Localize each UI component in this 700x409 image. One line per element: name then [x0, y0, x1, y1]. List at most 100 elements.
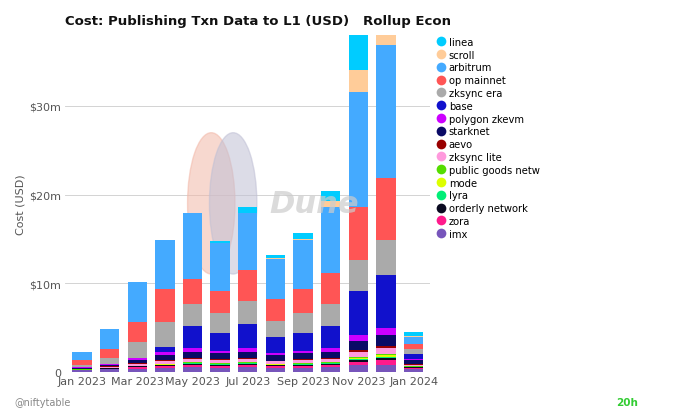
Bar [238, 213, 258, 271]
Bar [293, 360, 313, 363]
Bar [100, 365, 119, 366]
Bar [211, 353, 230, 359]
Bar [72, 368, 92, 369]
Bar [127, 364, 147, 366]
Bar [293, 351, 313, 353]
Bar [238, 302, 258, 324]
Bar [349, 358, 368, 359]
Bar [238, 352, 258, 358]
Bar [211, 359, 230, 360]
Bar [293, 234, 313, 239]
Bar [321, 358, 340, 359]
Bar [155, 353, 174, 355]
Bar [377, 276, 395, 328]
Bar [238, 367, 258, 372]
Bar [211, 242, 230, 243]
Bar [155, 362, 174, 364]
Bar [72, 371, 92, 372]
Bar [293, 364, 313, 365]
Bar [349, 341, 368, 351]
Bar [155, 365, 174, 366]
Bar [211, 366, 230, 368]
Bar [266, 337, 285, 353]
Bar [349, 359, 368, 360]
Bar [377, 335, 395, 346]
Bar [72, 370, 92, 371]
Bar [349, 360, 368, 362]
Bar [238, 363, 258, 364]
Bar [183, 326, 202, 348]
Bar [183, 358, 202, 359]
Bar [211, 292, 230, 314]
Bar [293, 333, 313, 351]
Bar [127, 360, 147, 363]
Bar [377, 357, 395, 358]
Text: Dune: Dune [270, 189, 359, 218]
Bar [349, 207, 368, 261]
Bar [404, 364, 424, 365]
Bar [293, 353, 313, 359]
Bar [183, 359, 202, 362]
Bar [100, 358, 119, 364]
Bar [404, 367, 424, 368]
Bar [155, 364, 174, 365]
Bar [349, 357, 368, 358]
Ellipse shape [188, 133, 235, 274]
Bar [183, 364, 202, 365]
Bar [183, 367, 202, 372]
Bar [127, 366, 147, 367]
Bar [155, 289, 174, 323]
Bar [155, 360, 174, 362]
Bar [211, 314, 230, 333]
Bar [404, 359, 424, 360]
Legend: linea, scroll, arbitrum, op mainnet, zksync era, base, polygon zkevm, starknet, : linea, scroll, arbitrum, op mainnet, zks… [439, 38, 540, 239]
Bar [321, 359, 340, 362]
Bar [349, 292, 368, 336]
Bar [377, 358, 395, 360]
Bar [127, 363, 147, 364]
Bar [238, 207, 258, 213]
Bar [266, 366, 285, 368]
Bar [266, 259, 285, 299]
Bar [238, 271, 258, 302]
Bar [377, 355, 395, 357]
Bar [349, 71, 368, 93]
Bar [183, 352, 202, 358]
Bar [72, 353, 92, 360]
Bar [100, 330, 119, 349]
Bar [100, 364, 119, 365]
Bar [321, 367, 340, 372]
Bar [238, 324, 258, 348]
Bar [211, 364, 230, 365]
Bar [321, 304, 340, 326]
Bar [238, 359, 258, 362]
Bar [404, 333, 424, 336]
Bar [377, 178, 395, 240]
Ellipse shape [209, 133, 257, 274]
Bar [127, 367, 147, 369]
Bar [211, 368, 230, 372]
Bar [211, 365, 230, 366]
Bar [404, 369, 424, 372]
Bar [293, 314, 313, 333]
Bar [377, 15, 395, 46]
Bar [183, 365, 202, 367]
Bar [321, 202, 340, 207]
Bar [155, 355, 174, 360]
Bar [349, 261, 368, 292]
Bar [404, 344, 424, 349]
Bar [238, 358, 258, 359]
Bar [377, 360, 395, 365]
Bar [293, 368, 313, 372]
Bar [183, 213, 202, 280]
Bar [404, 337, 424, 344]
Bar [127, 369, 147, 372]
Bar [266, 365, 285, 366]
Bar [266, 364, 285, 365]
Bar [321, 207, 340, 274]
Bar [404, 349, 424, 354]
Bar [72, 365, 92, 367]
Bar [293, 239, 313, 240]
Bar [266, 255, 285, 259]
Bar [349, 351, 368, 353]
